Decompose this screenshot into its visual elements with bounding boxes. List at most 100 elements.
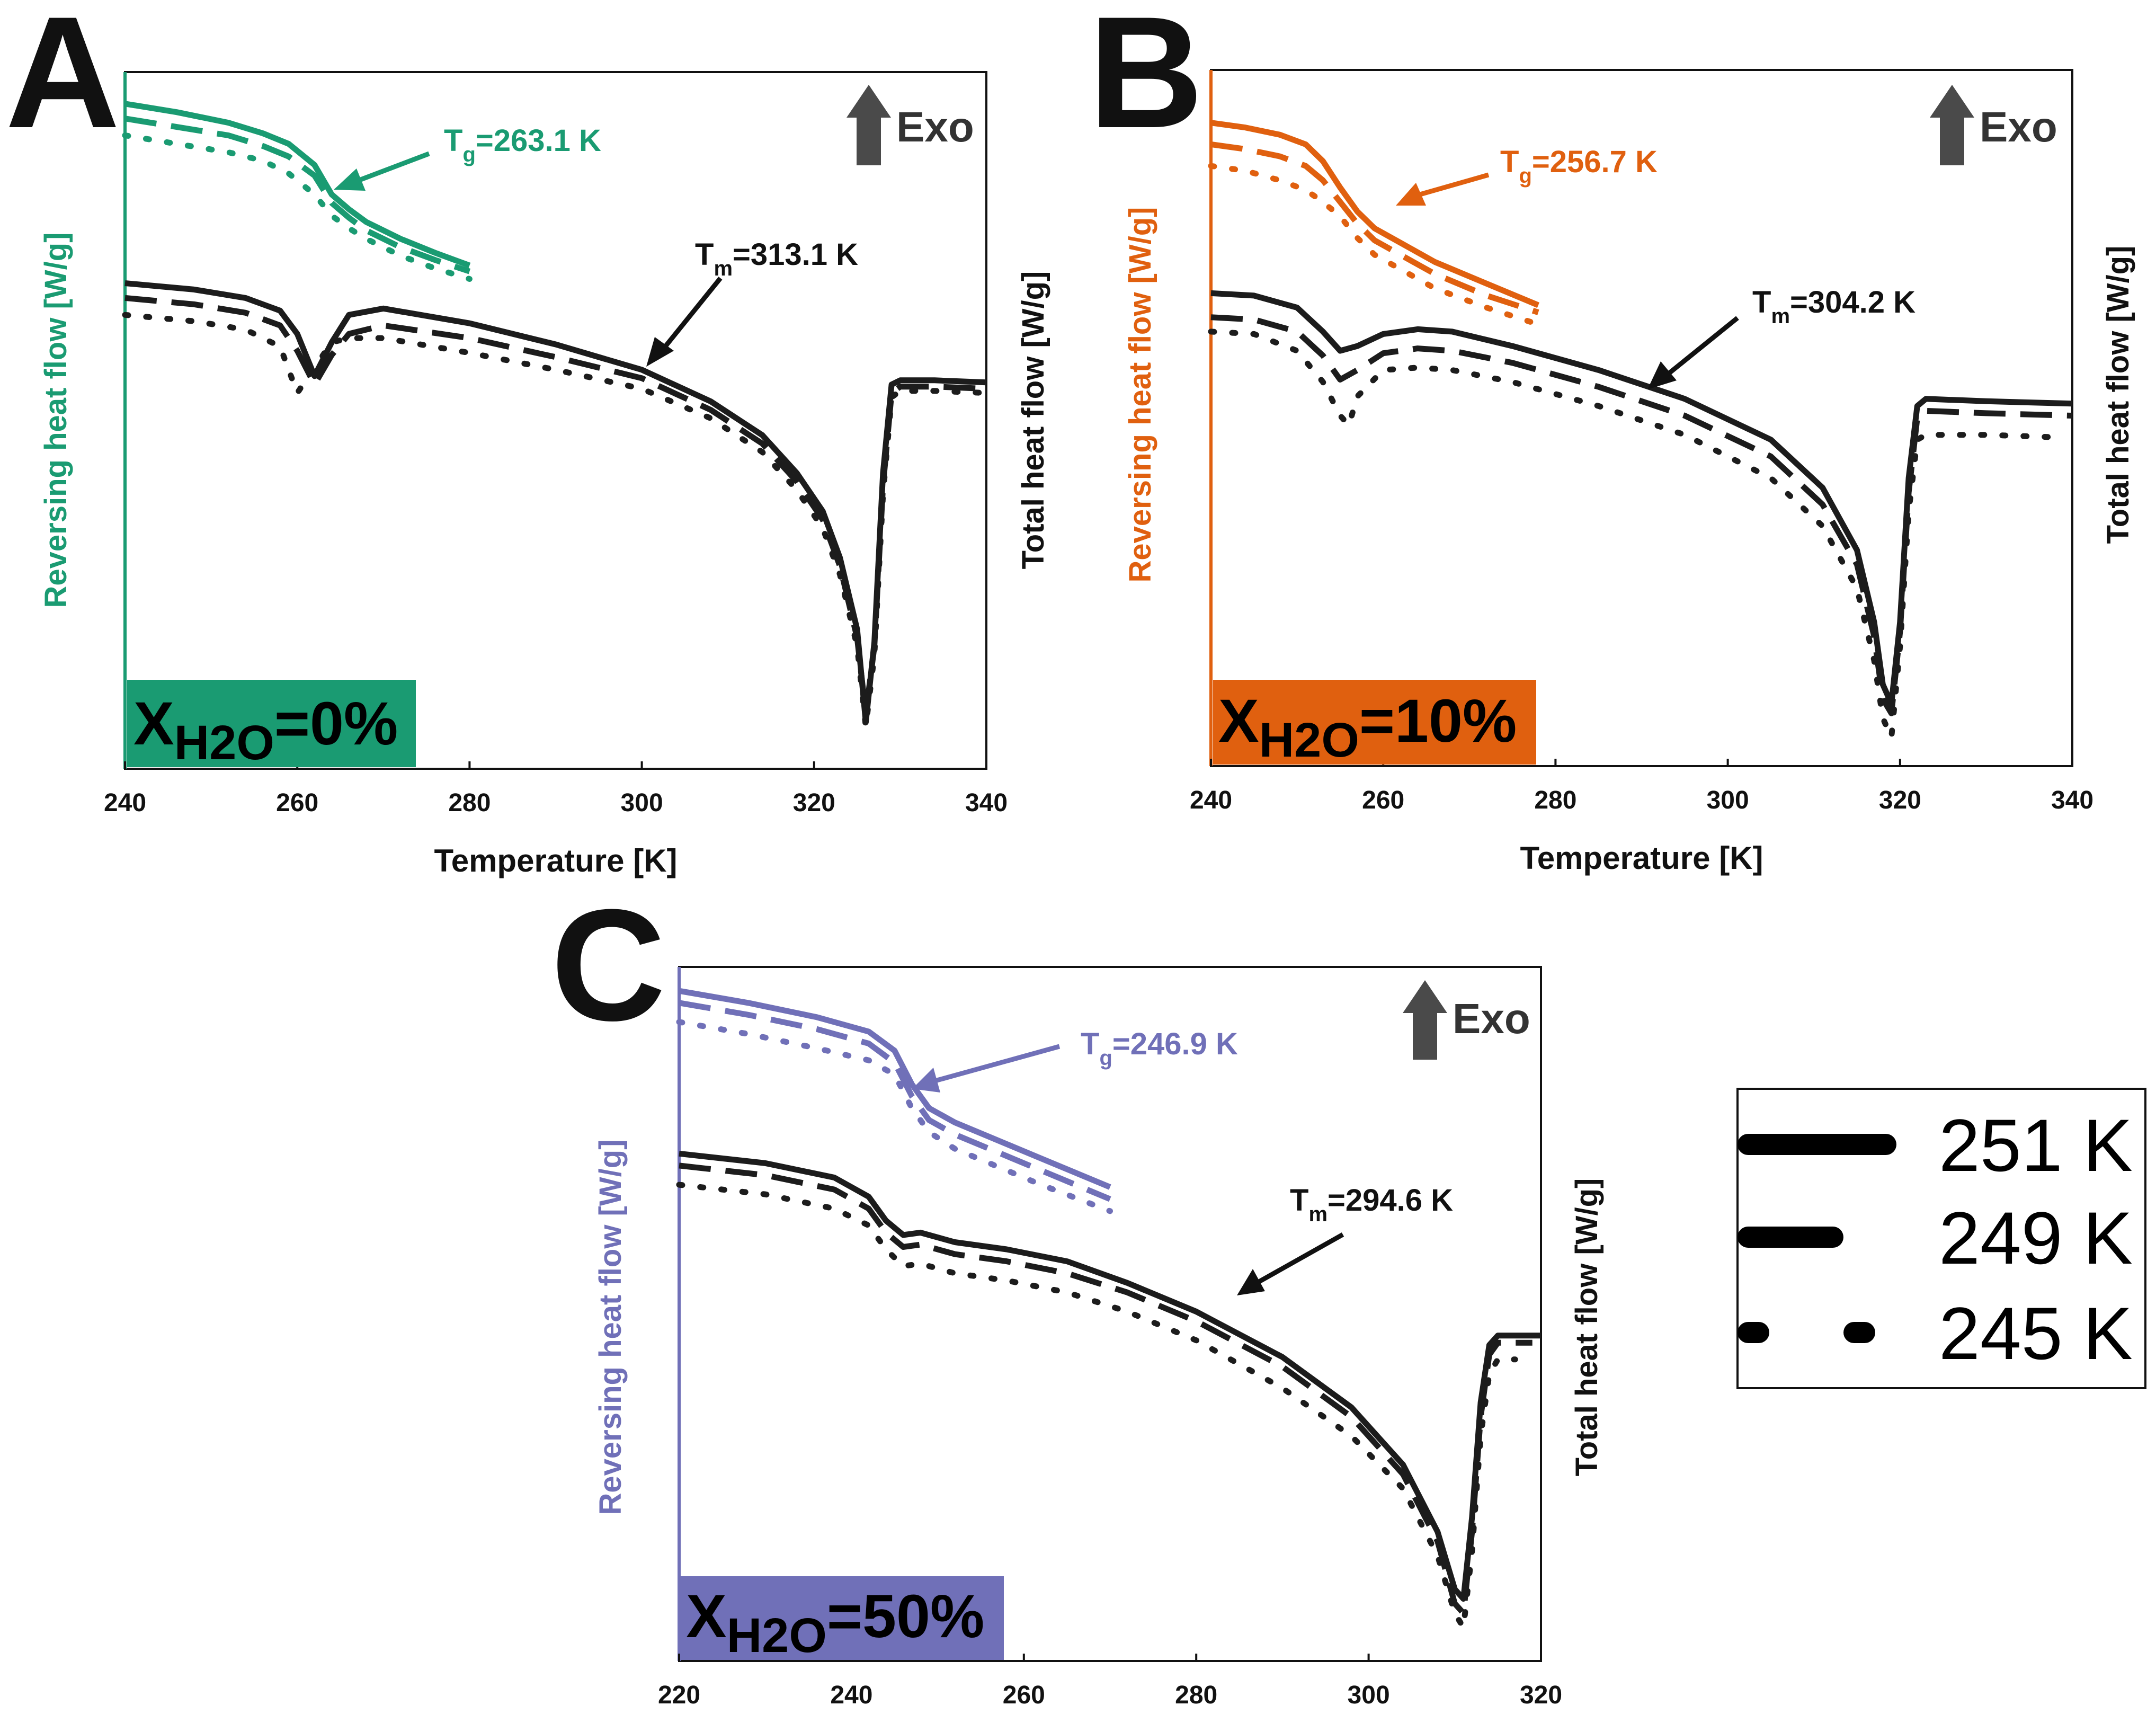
panel-c-composition-badge: XH2O=50% <box>681 1576 1004 1663</box>
panel-b-tm-annotation: Tm=304.2 K <box>1647 285 1916 389</box>
panel-b-composition-badge: XH2O=10% <box>1213 680 1536 767</box>
reversing-curve-245k <box>1208 163 1542 327</box>
x-tick-label: 280 <box>448 789 491 817</box>
total-curve-245k <box>122 312 990 730</box>
panel-b-badge-label: XH2O=10% <box>1218 687 1517 767</box>
panel-c-tm-label: Tm=294.6 K <box>1290 1183 1453 1226</box>
panel-a-tg-label: Tg=263.1 K <box>444 123 601 166</box>
panel-b: B 240 260 280 300 320 340 Temperature [K] Rev… <box>1089 0 2135 876</box>
x-tick-label: 240 <box>1190 786 1232 814</box>
panel-b-exo-indicator: Exo <box>1930 85 2057 165</box>
reversing-curve-249k <box>679 1000 1111 1202</box>
panel-b-tg-label: Tg=256.7 K <box>1500 145 1658 188</box>
tg-symbol: T <box>444 123 462 158</box>
panel-c-plot-frame <box>678 966 1542 1662</box>
panel-c-tg-annotation: Tg=246.9 K <box>912 1027 1238 1093</box>
badge-subscript: H2O <box>1259 713 1359 767</box>
panel-b-badge-box <box>1213 680 1536 765</box>
x-tick-label: 260 <box>276 789 318 817</box>
tm-symbol: T <box>695 237 714 272</box>
total-curve-251k <box>679 1150 1541 1602</box>
x-tick-label: 260 <box>1362 786 1404 814</box>
reversing-curve-251k <box>679 988 1111 1190</box>
badge-x-symbol: X <box>133 690 174 758</box>
badge-x-symbol: X <box>1218 687 1259 755</box>
panel-a-badge-label: XH2O=0% <box>133 690 398 770</box>
x-tick-label: 320 <box>1520 1681 1562 1709</box>
exo-up-arrow-icon <box>847 85 891 165</box>
x-tick-label: 220 <box>658 1681 700 1709</box>
panel-a-badge-box <box>127 680 416 767</box>
panel-c-tg-label: Tg=246.9 K <box>1081 1027 1238 1070</box>
tm-subscript: m <box>1771 305 1790 328</box>
reversing-curve-251k <box>124 101 471 269</box>
panel-c-tm-arrow-line <box>1257 1232 1344 1284</box>
x-tick-label: 340 <box>2051 786 2093 814</box>
panel-b-tm-arrowhead-icon <box>1647 361 1677 389</box>
x-tick-label: 320 <box>1879 786 1921 814</box>
x-tick-label: 240 <box>830 1681 872 1709</box>
panel-a: A 240 260 280 300 320 340 Temperature [K] Rev… <box>5 0 1050 878</box>
total-curve-251k <box>1210 290 2073 707</box>
panel-a-tm-arrowhead-icon <box>646 337 674 367</box>
panel-b-x-axis-label: Temperature [K] <box>1520 840 1763 876</box>
panel-a-tg-arrow-line <box>351 151 430 185</box>
tg-value: =256.7 K <box>1532 145 1658 179</box>
tm-subscript: m <box>1308 1203 1328 1226</box>
exo-up-arrow-icon <box>1930 85 1974 165</box>
tm-value: =294.6 K <box>1328 1183 1453 1218</box>
panel-a-left-y-label: Reversing heat flow [W/g] <box>39 233 73 608</box>
panel-a-tm-label: Tm=313.1 K <box>695 237 858 280</box>
legend: 251 K 249 K 245 K <box>1736 1088 2146 1389</box>
exo-up-arrow-icon <box>1403 980 1447 1060</box>
badge-value: =0% <box>274 690 398 758</box>
reversing-curve-249k <box>1210 141 1539 315</box>
reversing-curve-245k <box>122 132 473 282</box>
tg-subscript: g <box>462 143 475 166</box>
tg-value: =246.9 K <box>1112 1027 1238 1061</box>
reversing-curve-249k <box>124 116 471 274</box>
panel-c-badge-label: XH2O=50% <box>686 1583 984 1663</box>
panel-b-right-y-label: Total heat flow [W/g] <box>2101 246 2135 544</box>
panel-a-tg-arrowhead-icon <box>334 168 366 191</box>
total-curve-245k <box>676 1182 1518 1631</box>
panel-b-exo-label: Exo <box>1980 103 2057 150</box>
tg-value: =263.1 K <box>476 123 601 158</box>
panel-c-tm-annotation: Tm=294.6 K <box>1237 1183 1453 1295</box>
panel-c-letter: C <box>551 876 666 1054</box>
panel-b-tm-arrow-line <box>1667 316 1739 376</box>
panel-a-letter: A <box>5 0 120 161</box>
x-tick-label: 300 <box>1707 786 1749 814</box>
panel-b-tm-label: Tm=304.2 K <box>1752 285 1916 328</box>
tg-subscript: g <box>1099 1046 1112 1070</box>
panel-a-tg-annotation: Tg=263.1 K <box>334 123 601 191</box>
panel-c: C 220 240 260 280 300 320 Reversing heat flow… <box>551 876 1604 1709</box>
panel-b-tg-annotation: Tg=256.7 K <box>1396 145 1658 206</box>
panel-a-plot-frame <box>124 71 987 770</box>
panel-b-tg-arrow-line <box>1413 172 1490 199</box>
panel-a-exo-indicator: Exo <box>847 85 974 165</box>
panel-a-composition-badge: XH2O=0% <box>127 680 416 770</box>
tg-symbol: T <box>1081 1027 1099 1061</box>
total-curve-245k <box>1208 328 2058 741</box>
panel-a-curves <box>122 101 990 730</box>
panel-a-tm-annotation: Tm=313.1 K <box>646 237 858 367</box>
tm-subscript: m <box>714 257 733 280</box>
x-tick-label: 320 <box>793 789 835 817</box>
total-curve-249k <box>124 295 987 717</box>
panel-b-tg-arrowhead-icon <box>1396 183 1426 206</box>
panel-a-right-y-label: Total heat flow [W/g] <box>1016 271 1050 570</box>
panel-c-curves <box>676 988 1541 1631</box>
tm-value: =313.1 K <box>733 237 858 272</box>
legend-label-245k: 245 K <box>1939 1292 2133 1375</box>
tg-subscript: g <box>1519 164 1531 188</box>
x-tick-label: 280 <box>1175 1681 1217 1709</box>
tm-value: =304.2 K <box>1790 285 1916 319</box>
panel-c-exo-label: Exo <box>1453 995 1530 1042</box>
tg-symbol: T <box>1500 145 1519 179</box>
badge-value: =10% <box>1359 687 1517 755</box>
panel-b-x-ticks: 240 260 280 300 320 340 <box>1190 759 2093 814</box>
badge-subscript: H2O <box>174 716 274 770</box>
panel-a-x-axis-label: Temperature [K] <box>434 843 678 878</box>
panel-b-left-y-label: Reversing heat flow [W/g] <box>1123 207 1157 583</box>
